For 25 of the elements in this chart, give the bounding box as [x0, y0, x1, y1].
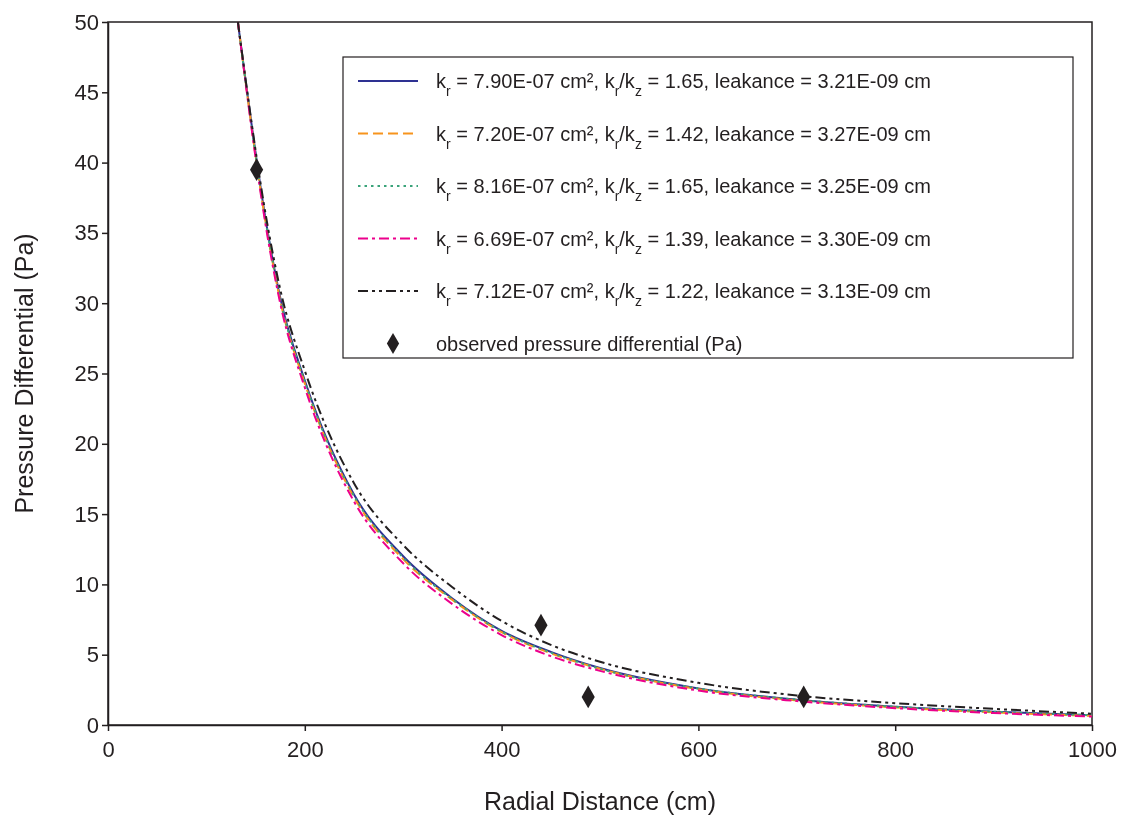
x-tick-label: 0 [102, 737, 115, 763]
legend-label: k$_{r}$ = 7.90E-07 cm², k$_{r}$/k$_{z}$ = 1.65, leakance = 3.21E-09 cm [436, 70, 931, 99]
y-tick-label: 45 [74, 79, 99, 105]
y-tick-label: 50 [74, 9, 99, 35]
legend-label: k$_{r}$ = 8.16E-07 cm², k$_{r}$/k$_{z}$ = 1.65, leakance = 3.25E-09 cm [436, 175, 931, 204]
y-tick-label: 15 [74, 501, 99, 527]
y-axis-title: Pressure Differential (Pa) [10, 233, 38, 514]
y-tick-label: 20 [74, 431, 99, 457]
x-tick-label: 200 [286, 737, 324, 763]
legend-label: k$_{r}$ = 6.69E-07 cm², k$_{r}$/k$_{z}$ = 1.39, leakance = 3.30E-09 cm [436, 227, 931, 257]
x-tick-label: 800 [877, 737, 915, 763]
x-tick-label: 600 [680, 737, 718, 763]
legend-label: k$_{r}$ = 7.12E-07 cm², k$_{r}$/k$_{z}$ = 1.22, leakance = 3.13E-09 cm [436, 280, 931, 309]
y-tick-label: 35 [74, 220, 99, 246]
y-tick-label: 5 [86, 642, 99, 668]
y-tick-label: 10 [74, 571, 99, 597]
legend-label: k$_{r}$ = 7.20E-07 cm², k$_{r}$/k$_{z}$ = 1.42, leakance = 3.27E-09 cm [436, 122, 931, 152]
y-tick-label: 0 [86, 712, 99, 738]
y-tick-label: 40 [74, 150, 99, 176]
legend-label: observed pressure differential (Pa) [436, 332, 743, 355]
x-tick-label: 1000 [1068, 737, 1117, 763]
x-axis-title: Radial Distance (cm) [483, 787, 717, 815]
y-tick-label: 25 [74, 361, 99, 387]
x-tick-label: 400 [483, 737, 521, 763]
y-tick-label: 30 [74, 290, 99, 316]
